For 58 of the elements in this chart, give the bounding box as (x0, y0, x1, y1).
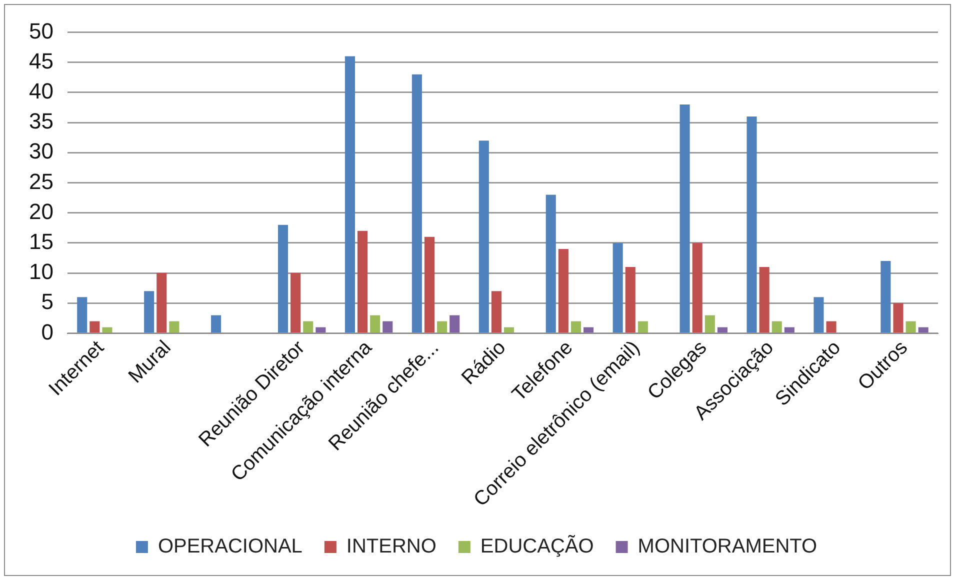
y-tick-label: 35 (28, 108, 54, 134)
bar (211, 315, 222, 333)
bar (906, 321, 916, 333)
bar (717, 327, 728, 333)
y-tick-label: 30 (28, 138, 54, 164)
bar (491, 291, 502, 333)
legend-label: EDUCAÇÃO (480, 534, 594, 558)
y-tick-label: 10 (28, 259, 54, 284)
bar (303, 321, 314, 333)
bar (772, 321, 782, 333)
bar (826, 321, 836, 333)
y-tick-label: 50 (28, 18, 54, 44)
bar (692, 242, 702, 333)
bar (880, 261, 891, 333)
bar (290, 273, 301, 333)
bar (424, 236, 435, 333)
bar (704, 315, 715, 333)
bar (102, 327, 112, 333)
bar (358, 230, 368, 333)
bar (759, 267, 770, 333)
bar (570, 321, 581, 333)
bar (546, 194, 556, 333)
bar (558, 248, 568, 333)
legend-label: OPERACIONAL (158, 536, 302, 558)
bar (478, 140, 489, 333)
bar (450, 315, 460, 333)
bar (814, 297, 824, 333)
bar (638, 321, 648, 333)
bar (316, 327, 326, 333)
bar (370, 315, 380, 333)
bar (77, 297, 88, 333)
bar (893, 303, 904, 333)
bar (90, 321, 100, 333)
y-tick-label: 25 (28, 168, 54, 194)
bar (612, 242, 623, 333)
bar (382, 321, 393, 333)
y-tick-label: 20 (28, 198, 54, 224)
bar (169, 321, 180, 333)
bar (156, 273, 167, 333)
legend-label: INTERNO (346, 536, 436, 558)
y-tick-label: 0 (41, 319, 54, 344)
bar (784, 327, 794, 333)
y-tick-label: 40 (28, 78, 54, 104)
bar (504, 327, 514, 333)
y-tick-label: 5 (41, 289, 54, 314)
bar (746, 116, 757, 333)
y-tick-label: 15 (28, 229, 54, 254)
bar (278, 224, 288, 333)
y-tick-label: 45 (28, 48, 54, 74)
bar (344, 56, 355, 333)
bar (144, 291, 154, 333)
bar (437, 321, 448, 333)
bar (412, 74, 422, 333)
bar (680, 104, 690, 333)
bar (918, 327, 928, 333)
bar (625, 267, 636, 333)
bar (584, 327, 594, 333)
legend-label: MONITORAMENTO (638, 536, 818, 558)
